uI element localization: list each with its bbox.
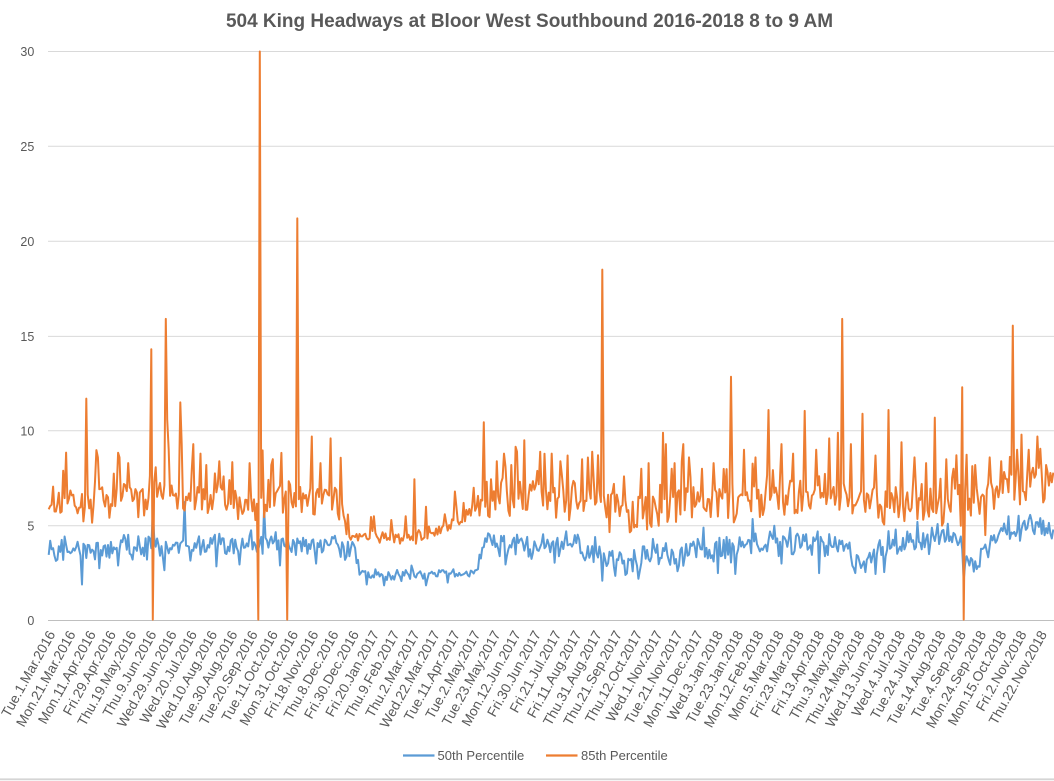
svg-text:10: 10 [20,424,34,438]
svg-text:30: 30 [20,45,34,59]
svg-text:0: 0 [27,614,34,628]
svg-text:504 King Headways at Bloor Wes: 504 King Headways at Bloor West Southbou… [226,11,833,32]
svg-text:25: 25 [20,140,34,154]
svg-text:85th Percentile: 85th Percentile [581,748,668,763]
svg-text:15: 15 [20,330,34,344]
svg-text:5: 5 [27,519,34,533]
svg-text:50th Percentile: 50th Percentile [438,748,525,763]
svg-text:20: 20 [20,235,34,249]
